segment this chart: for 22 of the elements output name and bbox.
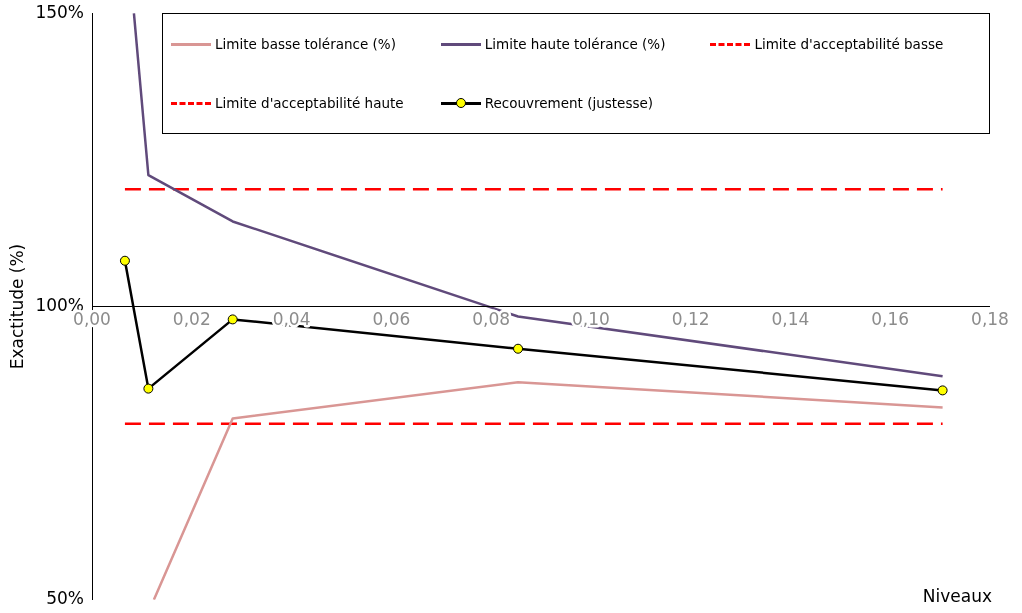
legend-label: Limite d'acceptabilité haute <box>215 95 404 112</box>
x-tick-label: 0,06 <box>372 309 411 330</box>
legend-label: Recouvrement (justesse) <box>484 95 654 112</box>
x-axis-title: Niveaux <box>922 585 992 606</box>
x-tick-label: 0,02 <box>172 309 211 330</box>
x-tick-label: 0,12 <box>671 309 710 330</box>
y-tick-label: 150% <box>35 1 84 22</box>
legend-label: Limite d'acceptabilité basse <box>754 35 944 52</box>
point <box>513 343 524 354</box>
point <box>143 383 154 394</box>
point <box>119 255 130 266</box>
legend-label: Limite haute tolérance (%) <box>484 35 666 52</box>
point <box>937 385 948 396</box>
x-tick-label: 0,18 <box>971 309 1009 330</box>
x-tick-label: 0,14 <box>771 309 810 330</box>
x-tick-label: 0,16 <box>871 309 910 330</box>
x-tick-label: 0,08 <box>472 309 511 330</box>
y-axis-title: Exactitude (%) <box>6 243 27 370</box>
legend-label: Limite basse tolérance (%) <box>215 35 396 52</box>
y-tick-label: 50% <box>46 588 84 609</box>
x-tick-label: 0,10 <box>571 309 610 330</box>
point <box>227 314 238 325</box>
